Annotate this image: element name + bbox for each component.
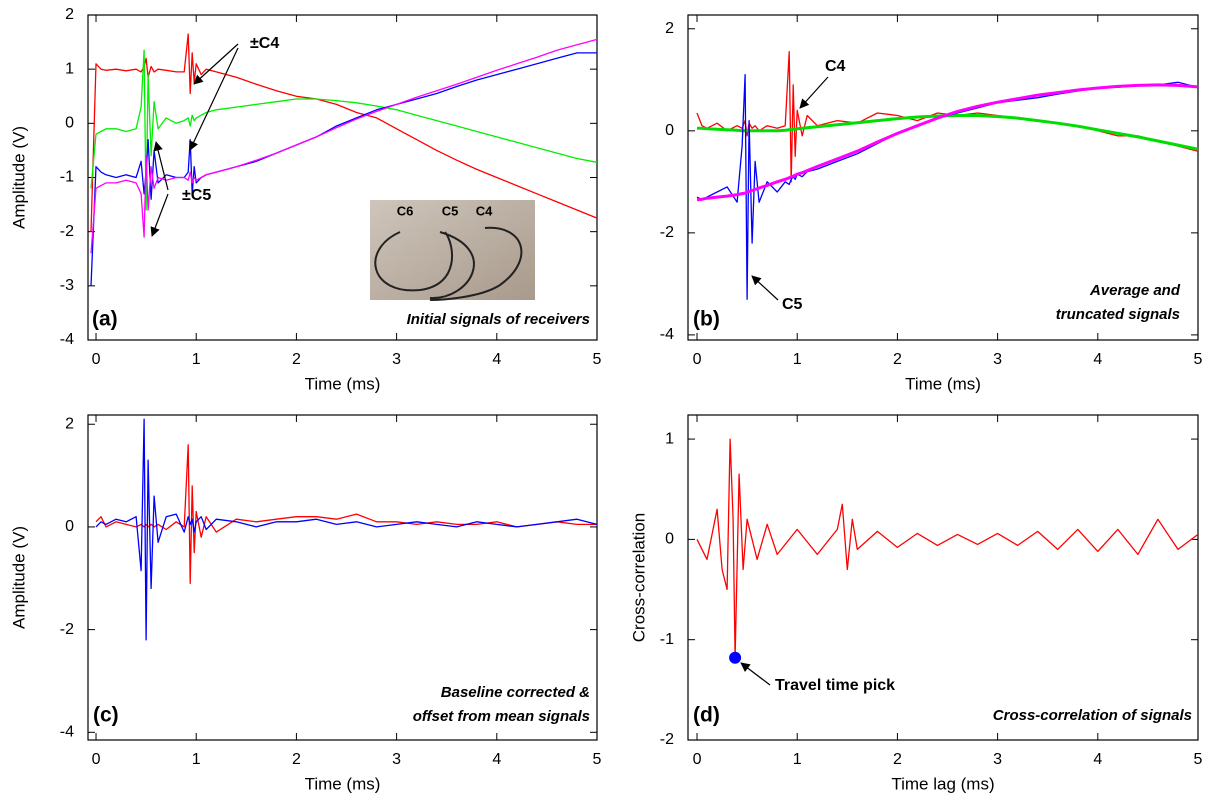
y-tick-label: 2 bbox=[65, 6, 74, 23]
inset-cable bbox=[374, 226, 523, 301]
x-tick-label: 2 bbox=[292, 351, 301, 368]
x-axis-label: Time (ms) bbox=[305, 774, 381, 793]
y-tick-label: -2 bbox=[660, 224, 674, 241]
series-line bbox=[696, 74, 1199, 300]
x-tick-label: 5 bbox=[593, 351, 602, 368]
y-axis-label: Amplitude (V) bbox=[9, 526, 28, 629]
annotation: ±C4 bbox=[250, 35, 279, 52]
y-tick-label: 0 bbox=[65, 518, 74, 535]
inset-label: C5 bbox=[442, 203, 459, 218]
series-line bbox=[90, 33, 598, 232]
y-axis-label: Amplitude (V) bbox=[9, 126, 28, 229]
annotation: offset from mean signals bbox=[413, 708, 590, 725]
x-tick-label: 2 bbox=[893, 751, 902, 768]
annotation: (c) bbox=[93, 704, 119, 727]
annotation: (b) bbox=[693, 308, 720, 331]
x-tick-label: 5 bbox=[1194, 351, 1203, 368]
x-tick-label: 0 bbox=[92, 351, 101, 368]
series-line bbox=[697, 114, 1199, 151]
annotation: Baseline corrected & bbox=[441, 684, 590, 701]
x-tick-label: 5 bbox=[1194, 751, 1203, 768]
arrow bbox=[751, 275, 779, 301]
x-tick-label: 2 bbox=[893, 351, 902, 368]
annotation: Cross-correlation of signals bbox=[993, 707, 1192, 724]
y-tick-label: 2 bbox=[665, 20, 674, 37]
x-tick-label: 0 bbox=[693, 351, 702, 368]
series-line bbox=[90, 49, 598, 211]
plot-frame bbox=[687, 14, 1199, 341]
y-tick-label: 0 bbox=[665, 531, 674, 548]
x-tick-label: 1 bbox=[192, 351, 201, 368]
series-line bbox=[90, 38, 598, 254]
arrow bbox=[740, 662, 771, 686]
y-tick-label: -2 bbox=[60, 223, 74, 240]
x-tick-label: 3 bbox=[993, 751, 1002, 768]
annotation: (d) bbox=[693, 704, 720, 727]
y-tick-label: 1 bbox=[665, 430, 674, 447]
panel: C6 C5 C4 -4 -3 -2 -1 0 1 2 0 1 2 3 4 5 Time (ms) Amplitud… bbox=[9, 6, 601, 393]
y-tick-label: 0 bbox=[65, 115, 74, 132]
x-tick-label: 2 bbox=[292, 751, 301, 768]
arrow bbox=[153, 141, 169, 191]
plot-frame bbox=[87, 414, 598, 741]
x-tick-label: 4 bbox=[1093, 351, 1102, 368]
x-tick-label: 4 bbox=[492, 751, 501, 768]
arrow bbox=[150, 193, 169, 237]
y-tick-label: -4 bbox=[60, 724, 74, 741]
annotation: C4 bbox=[825, 58, 846, 75]
x-tick-label: 4 bbox=[492, 351, 501, 368]
arrow bbox=[799, 76, 829, 109]
x-tick-label: 0 bbox=[92, 751, 101, 768]
annotation: Average and bbox=[1089, 282, 1181, 299]
series-line bbox=[90, 52, 597, 286]
panel: -4 -2 0 2 0 1 2 3 4 5 Time (ms) Amplitude (V) (c) Bas… bbox=[9, 414, 602, 793]
y-tick-label: -2 bbox=[60, 621, 74, 638]
series-line bbox=[696, 83, 1199, 202]
series-line bbox=[95, 444, 597, 585]
x-tick-label: 1 bbox=[192, 751, 201, 768]
pick-marker bbox=[729, 651, 742, 664]
x-tick-label: 1 bbox=[793, 351, 802, 368]
annotation: truncated signals bbox=[1056, 306, 1180, 323]
x-tick-label: 3 bbox=[392, 751, 401, 768]
y-tick-label: -3 bbox=[60, 277, 74, 294]
arrow bbox=[193, 43, 239, 85]
annotation: ±C5 bbox=[182, 187, 211, 204]
annotation: C5 bbox=[782, 296, 803, 313]
panel: -2 -1 0 1 0 1 2 3 4 5 Time lag (ms) Cross-correlati… bbox=[629, 414, 1203, 793]
series-line bbox=[696, 438, 1199, 659]
annotation: (a) bbox=[92, 308, 118, 331]
y-tick-label: 1 bbox=[65, 60, 74, 77]
x-tick-label: 3 bbox=[993, 351, 1002, 368]
x-tick-label: 4 bbox=[1093, 751, 1102, 768]
y-tick-label: -1 bbox=[660, 631, 674, 648]
series-line bbox=[95, 418, 598, 641]
inset-label: C6 bbox=[397, 203, 414, 218]
annotation: Initial signals of receivers bbox=[407, 311, 590, 328]
x-axis-label: Time (ms) bbox=[305, 374, 381, 393]
y-tick-label: -2 bbox=[660, 731, 674, 748]
y-tick-label: -4 bbox=[660, 326, 674, 343]
panel: -4 -2 0 2 0 1 2 3 4 5 Time (ms) (b) Average and trunc… bbox=[660, 14, 1203, 393]
plot-frame bbox=[687, 414, 1199, 741]
y-tick-label: -4 bbox=[60, 331, 74, 348]
x-tick-label: 3 bbox=[392, 351, 401, 368]
y-tick-label: -1 bbox=[60, 169, 74, 186]
x-tick-label: 1 bbox=[793, 751, 802, 768]
inset-label: C4 bbox=[476, 203, 493, 218]
arrow bbox=[189, 47, 239, 151]
x-axis-label: Time lag (ms) bbox=[891, 774, 994, 793]
annotation: Travel time pick bbox=[775, 677, 895, 694]
y-tick-label: 0 bbox=[665, 122, 674, 139]
y-tick-label: 2 bbox=[65, 415, 74, 432]
y-axis-label: Cross-correlation bbox=[629, 513, 648, 642]
x-tick-label: 5 bbox=[593, 751, 602, 768]
x-tick-label: 0 bbox=[693, 751, 702, 768]
x-axis-label: Time (ms) bbox=[905, 374, 981, 393]
